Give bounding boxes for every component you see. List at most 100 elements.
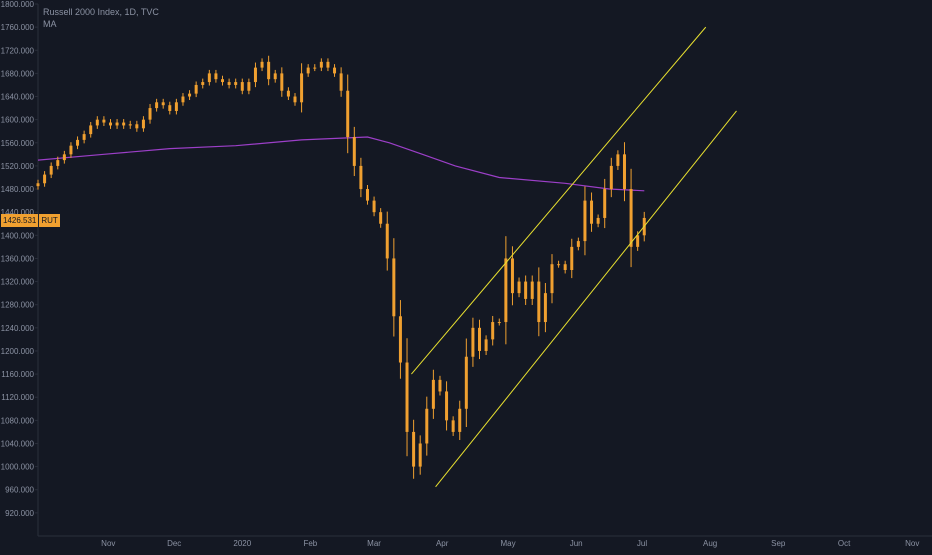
x-tick-label: Jun (570, 539, 583, 548)
candle-body (207, 73, 211, 83)
candle-body (49, 165, 53, 175)
candle-body (293, 96, 297, 103)
y-tick-label: 1760.000 (1, 23, 35, 32)
candle-body (43, 174, 47, 184)
candle-body (557, 264, 561, 266)
candle-body (491, 322, 495, 340)
candle-body (451, 420, 455, 432)
y-tick-label: 1400.000 (1, 231, 35, 240)
y-tick-label: 1120.000 (1, 393, 34, 402)
candle-body (313, 67, 317, 69)
candle-body (227, 82, 231, 85)
y-tick-label: 1160.000 (1, 370, 34, 379)
candle-body (478, 327, 482, 351)
candle-body (135, 124, 139, 129)
candle-body (622, 154, 626, 190)
y-tick-label: 1600.000 (1, 116, 35, 125)
candle-body (431, 379, 435, 409)
candle-body (636, 235, 640, 247)
x-tick-label: Nov (101, 539, 115, 548)
candle-body (458, 408, 462, 432)
channel-line-lower (435, 110, 737, 488)
candle-body (95, 119, 99, 126)
y-tick-label: 1560.000 (1, 139, 35, 148)
x-tick-label: 2020 (233, 539, 251, 548)
candle-body (267, 61, 271, 80)
x-tick-label: Oct (838, 539, 851, 548)
y-tick-label: 1680.000 (1, 69, 35, 78)
candle-body (629, 189, 633, 247)
candle-body (128, 124, 132, 126)
candle-body (234, 82, 238, 85)
x-tick-label: Sep (771, 539, 786, 548)
chart-legend: Russell 2000 Index, 1D, TVC MA (43, 6, 159, 30)
last-price-symbol: RUT (39, 213, 60, 227)
candle-body (221, 79, 225, 83)
candle-body (550, 264, 554, 294)
candle-body (405, 362, 409, 432)
candle-body (445, 391, 449, 421)
ma-line (37, 136, 645, 192)
candle-body (365, 189, 369, 201)
candle-body (392, 258, 396, 317)
candle-body (497, 322, 501, 324)
candle-body (201, 82, 205, 85)
candle-body (471, 327, 475, 357)
candle-body (240, 82, 244, 91)
candle-body (412, 431, 416, 467)
y-tick-label: 1080.000 (1, 416, 35, 425)
x-tick-label: Dec (167, 539, 181, 548)
candle-body (504, 258, 508, 323)
candle-body (280, 73, 284, 91)
candle-body (161, 102, 165, 106)
candle-body (102, 119, 106, 123)
candle-body (115, 122, 119, 126)
y-tick-label: 1200.000 (1, 347, 35, 356)
candle-body (56, 160, 60, 166)
candle-body (300, 73, 304, 103)
candle-body (537, 281, 541, 323)
candle-body (379, 212, 383, 224)
y-tick-label: 920.000 (5, 509, 34, 518)
candle-body (69, 145, 73, 155)
candle-body (590, 200, 594, 224)
candle-body (339, 73, 343, 91)
candle-body (82, 134, 86, 140)
x-tick-label: May (501, 539, 516, 548)
candle-body (418, 443, 422, 467)
candle-body (286, 90, 290, 97)
candle-body (517, 281, 521, 294)
candle-body (247, 82, 251, 91)
y-tick-label: 1320.000 (1, 278, 35, 287)
candle-body (596, 217, 600, 224)
x-tick-label: Aug (703, 539, 717, 548)
candle-body (194, 84, 198, 94)
candle-body (464, 356, 468, 409)
candle-body (181, 96, 185, 103)
candle-body (372, 200, 376, 213)
candle-body (260, 61, 264, 68)
candle-body (333, 67, 337, 74)
x-tick-label: Apr (436, 539, 449, 548)
candle-body (438, 379, 442, 392)
candle-body (214, 73, 218, 80)
candle-body (273, 73, 277, 80)
candle-body (352, 137, 356, 166)
candle-body (530, 281, 534, 299)
y-tick-label: 1000.000 (1, 463, 35, 472)
candle-body (253, 67, 257, 83)
candle-body (76, 139, 80, 146)
candle-body (543, 293, 547, 323)
candle-body (425, 408, 429, 444)
x-tick-label: Mar (367, 539, 381, 548)
y-tick-label: 1040.000 (1, 439, 35, 448)
candle-body (319, 61, 323, 68)
candle-body (359, 165, 363, 190)
candle-body (174, 102, 178, 111)
candle-body (148, 108, 152, 120)
y-tick-label: 1440.000 (1, 208, 35, 217)
candle-body (306, 67, 310, 74)
y-tick-label: 1520.000 (1, 162, 35, 171)
